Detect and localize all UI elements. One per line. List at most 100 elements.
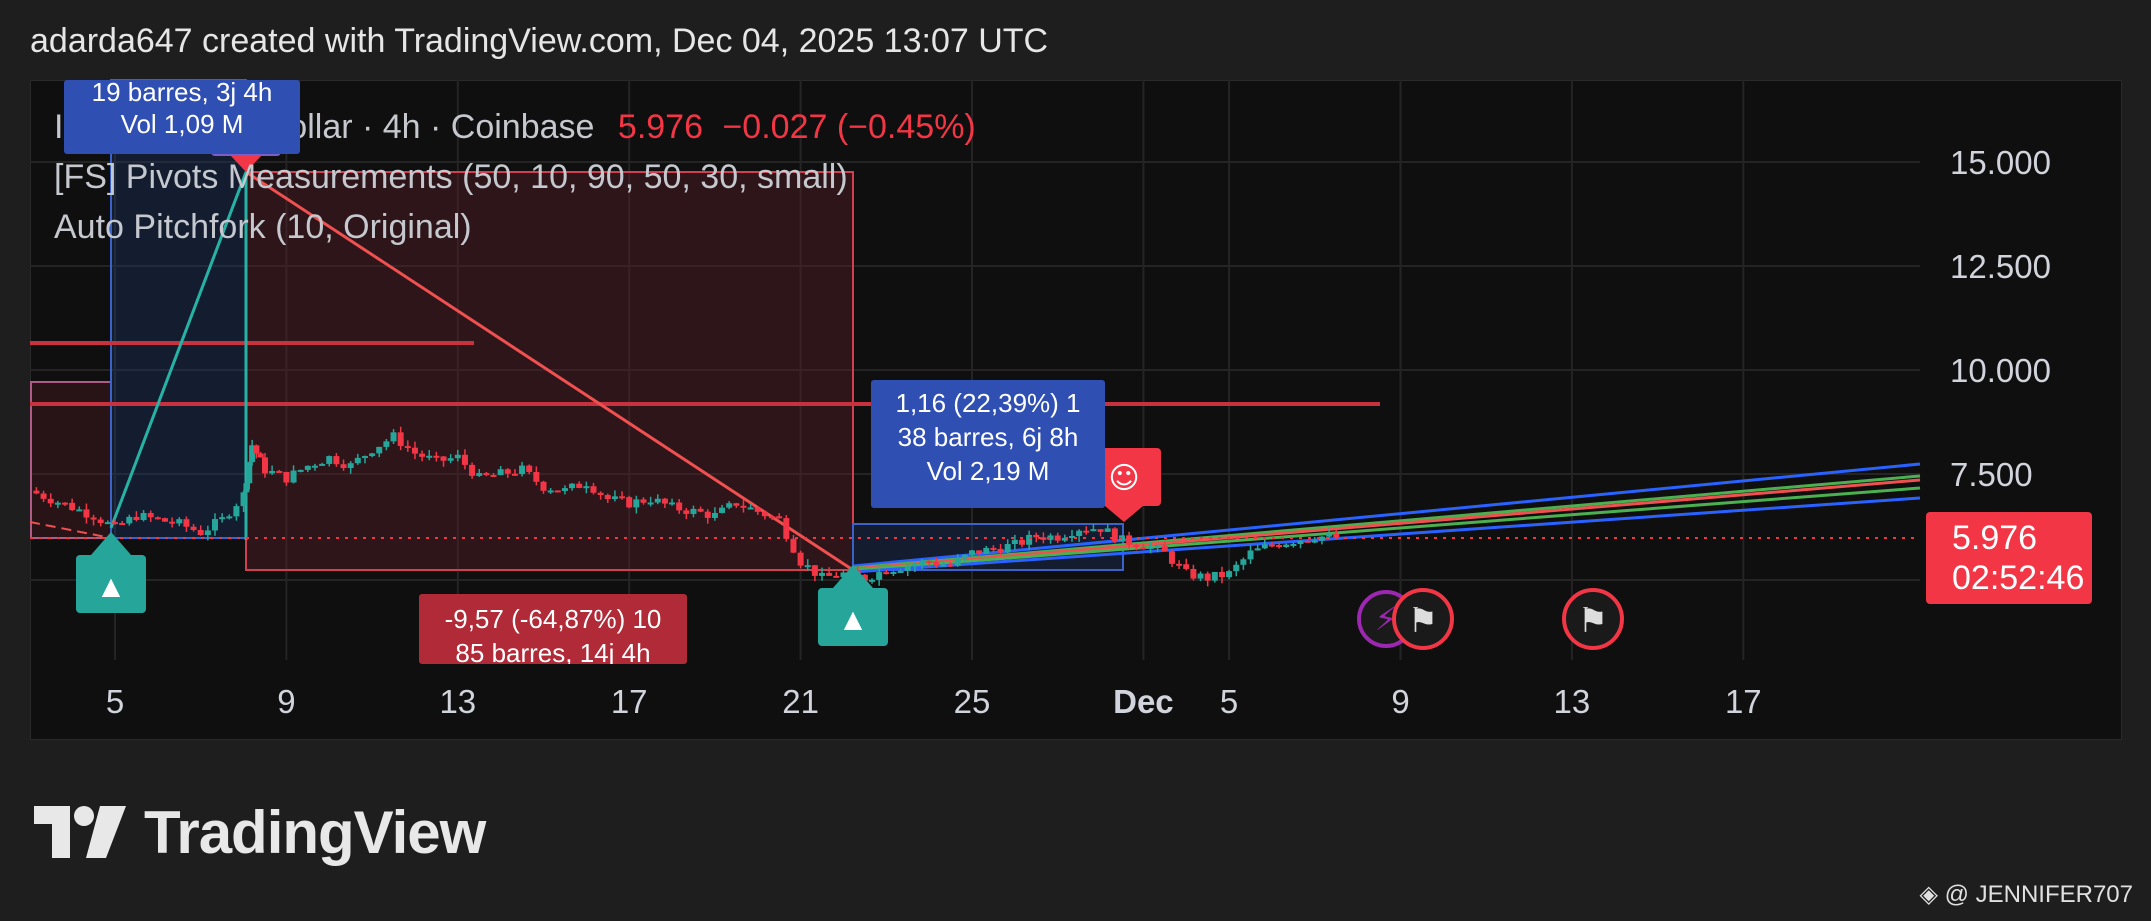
y-tick-label: 7.500 xyxy=(1950,456,2033,493)
measure-label-2[interactable]: -9,57 (-64,87%) 10 85 barres, 14j 4h xyxy=(419,594,687,664)
candle-body xyxy=(419,453,426,457)
candle-body xyxy=(1240,559,1247,565)
candle-body xyxy=(204,530,211,535)
candle-body xyxy=(1011,539,1018,545)
candle-body xyxy=(97,519,104,523)
candle-body xyxy=(426,455,433,458)
candle-body xyxy=(704,511,711,518)
legend-indicator-2[interactable]: Auto Pitchfork (10, Original) xyxy=(54,208,472,246)
candle-body xyxy=(311,465,318,468)
bar-countdown: 02:52:46 xyxy=(1952,559,2085,597)
candle-body xyxy=(340,464,347,469)
candle-body xyxy=(376,446,383,454)
candle-body xyxy=(447,458,454,461)
candle-body xyxy=(133,516,140,520)
candle-body xyxy=(411,447,418,454)
candle-body xyxy=(711,512,718,518)
candle-body xyxy=(754,507,761,512)
candle-body xyxy=(1090,529,1097,532)
candle-body xyxy=(1111,528,1118,542)
tradingview-logo[interactable]: TradingView xyxy=(34,798,486,866)
candle-body xyxy=(226,516,233,519)
candle-body xyxy=(1018,539,1025,545)
candle-body xyxy=(276,470,283,473)
candle-body xyxy=(869,579,876,582)
pump-line[interactable] xyxy=(109,171,248,529)
dashed-trend xyxy=(29,521,112,539)
candle-body xyxy=(147,512,154,518)
candle-body xyxy=(1076,530,1083,537)
candle-body xyxy=(253,445,260,454)
candle-body xyxy=(1083,530,1090,533)
us-flag-event-icon-2 xyxy=(1562,588,1624,650)
candle-body xyxy=(1161,545,1168,552)
candle-body xyxy=(640,499,647,503)
candle-body xyxy=(1097,529,1104,532)
measure-label-1-bars: 19 barres, 3j 4h xyxy=(91,80,273,107)
candle-body xyxy=(1026,534,1033,545)
legend-indicator-1[interactable]: [FS] Pivots Measurements (50, 10, 90, 50… xyxy=(54,158,848,196)
candle-body xyxy=(176,519,183,524)
pitchfork-lower[interactable] xyxy=(852,496,1921,574)
candle-body xyxy=(776,516,783,519)
candle-body xyxy=(297,469,304,472)
measure-label-1[interactable]: 19 barres, 3j 4h Vol 1,09 M xyxy=(64,80,300,154)
candle-body xyxy=(726,503,733,508)
last-price-tag: 5.976 02:52:46 xyxy=(1926,512,2092,604)
y-tick-label: 12.500 xyxy=(1950,248,2051,285)
candle-body xyxy=(819,572,826,576)
candles[interactable] xyxy=(33,426,1340,587)
candle-body xyxy=(804,565,811,568)
candle-body xyxy=(326,456,333,464)
candle-body xyxy=(983,547,990,554)
candle-body xyxy=(597,492,604,496)
event-icons[interactable]: ⚡ ⚑ ⚑ xyxy=(1357,588,1624,650)
time-axis[interactable]: 5 9 13 17 21 25 Dec 5 9 13 17 xyxy=(106,683,1762,720)
candle-body xyxy=(911,564,918,567)
candle-body xyxy=(76,509,83,512)
candle-body xyxy=(1176,563,1183,566)
measure-box-blue-1[interactable] xyxy=(110,79,247,539)
candle-body xyxy=(504,469,511,474)
candle-body xyxy=(1197,573,1204,579)
tradingview-wordmark: TradingView xyxy=(144,798,486,866)
candle-body xyxy=(469,464,476,476)
candle-body xyxy=(249,445,256,463)
pivot-high-marker-2[interactable]: ☺ xyxy=(1087,448,1161,522)
candle-body xyxy=(1226,571,1233,578)
pivot-low-marker-2[interactable]: ▲ xyxy=(818,565,888,646)
x-tick-label: 9 xyxy=(277,683,295,720)
measure-label-3[interactable]: 1,16 (22,39%) 1 38 barres, 6j 8h Vol 2,1… xyxy=(871,380,1105,508)
price-axis[interactable]: 15.000 12.500 10.000 7.500 xyxy=(1950,144,2051,493)
candle-body xyxy=(554,490,561,493)
candle-body xyxy=(547,490,554,493)
candle-body xyxy=(1147,546,1154,549)
candle-body xyxy=(383,441,390,447)
candle-body xyxy=(47,498,54,504)
candle-body xyxy=(219,517,226,520)
candle-body xyxy=(519,465,526,475)
legend-price: 5.976 xyxy=(617,108,703,146)
pitchfork-median[interactable] xyxy=(852,478,1921,571)
downtrend-line[interactable] xyxy=(245,170,854,572)
candle-body xyxy=(876,572,883,580)
candle-body xyxy=(283,471,290,483)
candle-body xyxy=(833,575,840,578)
candle-body xyxy=(490,474,497,477)
measure-label-3-bars: 38 barres, 6j 8h xyxy=(897,422,1079,452)
candle-body xyxy=(1154,545,1161,548)
candle-body xyxy=(1297,540,1304,545)
pitchfork-upper[interactable] xyxy=(852,462,1921,568)
candle-body xyxy=(783,518,790,539)
candle-body xyxy=(433,455,440,458)
candle-body xyxy=(669,502,676,505)
candle-body xyxy=(1211,571,1218,581)
pitchfork-mid-lower[interactable] xyxy=(852,486,1921,572)
candle-body xyxy=(1104,528,1111,532)
svg-text:▲: ▲ xyxy=(102,572,121,600)
y-tick-label: 10.000 xyxy=(1950,352,2051,389)
pivot-low-marker-1[interactable]: ▲ xyxy=(76,532,146,613)
candle-body xyxy=(926,560,933,563)
candle-body xyxy=(90,517,97,520)
candle-body xyxy=(690,508,697,514)
